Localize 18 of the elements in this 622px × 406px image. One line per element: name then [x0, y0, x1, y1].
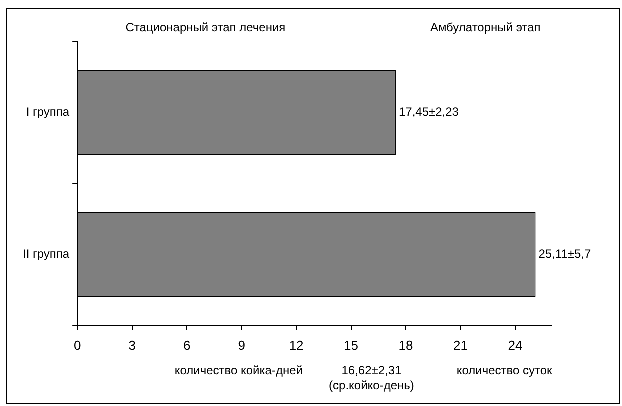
x-tick-label: 18: [398, 338, 414, 353]
text: 16,62±2,31 (ср.койко-день): [329, 364, 414, 393]
text: количество суток: [456, 364, 554, 378]
x-tick-label: 0: [74, 338, 82, 353]
y-tick-label: I группа: [26, 105, 70, 120]
x-tick-label: 9: [238, 338, 246, 353]
x-tick-label: 15: [344, 338, 359, 353]
x-tick-label: 24: [508, 338, 523, 353]
text: Стационарный этап лечения: [126, 20, 286, 34]
text: Амбулаторный этап: [430, 20, 541, 34]
x-tick-label: 3: [128, 338, 136, 353]
text: количество койка-дней: [174, 364, 303, 378]
data-label: 25,11±5,7: [538, 246, 592, 261]
data-label: 17,45±2,23: [398, 105, 460, 120]
x-tick-label: 6: [183, 338, 191, 353]
y-tick-label: II группа: [22, 246, 70, 261]
x-tick-label: 21: [454, 338, 468, 353]
x-tick-label: 12: [289, 338, 304, 353]
